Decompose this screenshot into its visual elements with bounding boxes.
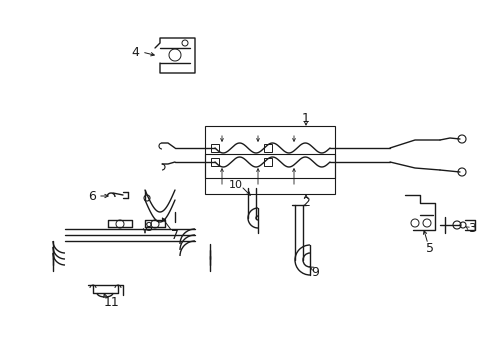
Text: 1: 1 (302, 112, 309, 125)
Text: 6: 6 (88, 189, 96, 202)
Bar (264, 144, 271, 152)
Text: 4: 4 (131, 45, 139, 59)
Text: 5: 5 (425, 242, 433, 255)
Bar (204, 154, 334, 194)
Text: 10: 10 (228, 180, 243, 190)
Text: 3: 3 (467, 221, 475, 234)
Text: 7: 7 (171, 229, 179, 242)
Text: 2: 2 (302, 195, 309, 208)
Bar (264, 158, 271, 166)
Text: 11: 11 (104, 296, 120, 309)
Bar (210, 158, 219, 166)
Bar (210, 144, 219, 152)
Text: 9: 9 (310, 266, 318, 279)
Bar (204, 126, 334, 178)
Text: 8: 8 (143, 220, 152, 234)
